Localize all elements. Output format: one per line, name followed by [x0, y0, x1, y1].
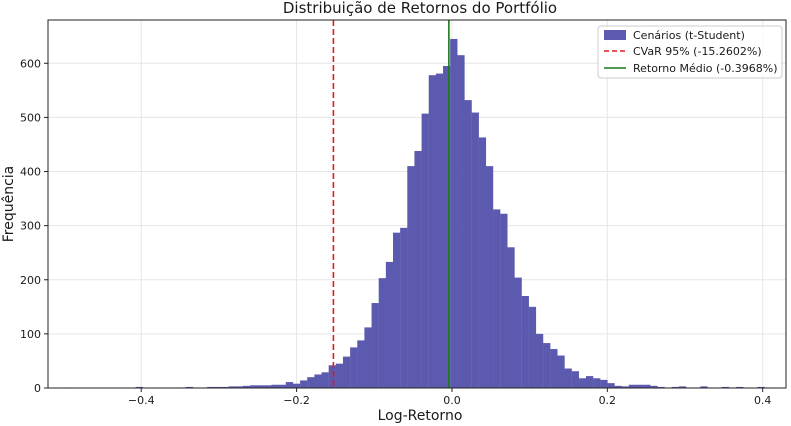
histogram-bar — [635, 384, 644, 388]
histogram-bar — [407, 166, 415, 388]
histogram-bar — [335, 363, 344, 388]
histogram-bar — [443, 66, 451, 388]
histogram-bar — [242, 385, 251, 388]
histogram-bar — [392, 232, 401, 388]
histogram-bar — [314, 374, 322, 388]
histogram-bar — [214, 386, 222, 388]
histogram-bar — [578, 378, 587, 388]
y-axis-label: Frequência — [1, 166, 17, 243]
histogram-bar — [328, 365, 336, 388]
histogram-bar — [385, 261, 394, 388]
histogram-bar — [471, 112, 479, 389]
legend-swatch-histogram — [604, 30, 626, 40]
histogram-bar — [593, 378, 601, 388]
legend-label-cvar: CVaR 95% (-15.2602%) — [633, 45, 762, 58]
histogram-bar — [721, 386, 730, 388]
histogram-bar — [321, 372, 329, 388]
histogram-bar — [607, 383, 615, 388]
chart-title: Distribuição de Retornos do Portfólio — [283, 0, 557, 17]
histogram-bar — [564, 368, 572, 388]
histogram-bar — [450, 38, 458, 389]
histogram-bar — [600, 379, 608, 388]
histogram-bar — [307, 377, 315, 388]
x-axis-label: Log-Retorno — [378, 408, 463, 424]
histogram-bar — [678, 386, 687, 388]
histogram-bar — [264, 385, 272, 388]
legend-label-histogram: Cenários (t-Student) — [633, 29, 745, 42]
histogram-bar — [364, 327, 372, 388]
histogram-bars — [64, 38, 772, 389]
x-tick-label: 0.2 — [599, 394, 617, 407]
histogram-bar — [185, 386, 194, 388]
histogram-bar — [207, 386, 215, 388]
histogram-bar — [235, 386, 244, 388]
histogram-bar — [614, 385, 622, 388]
histogram-bar — [285, 382, 294, 388]
histogram-bar — [342, 356, 351, 388]
legend: Cenários (t-Student) CVaR 95% (-15.2602%)… — [597, 25, 783, 79]
histogram-bar — [535, 333, 544, 388]
histogram-bar — [371, 303, 379, 388]
histogram-bar — [657, 386, 665, 388]
histogram-bar — [485, 166, 494, 388]
histogram-bar — [550, 349, 558, 388]
histogram-bar — [628, 384, 637, 388]
histogram-bar — [621, 386, 629, 388]
y-tick-label: 400 — [20, 166, 41, 179]
histogram-bar — [457, 55, 465, 388]
y-tick-label: 200 — [20, 274, 41, 287]
histogram-bar — [278, 384, 286, 388]
legend-label-mean: Retorno Médio (-0.3968%) — [633, 62, 778, 75]
histogram-bar — [650, 385, 658, 388]
x-tick-label: 0.0 — [443, 394, 461, 407]
histogram-bar — [521, 296, 529, 388]
histogram-bar — [478, 137, 487, 388]
y-tick-label: 300 — [20, 220, 41, 233]
histogram-bar — [528, 306, 537, 388]
histogram-bar — [464, 100, 472, 388]
histogram-bar — [435, 73, 444, 388]
histogram-bar — [500, 213, 508, 388]
histogram-bar — [300, 380, 308, 388]
histogram-bar — [357, 340, 365, 388]
histogram-bar — [350, 347, 358, 388]
x-axis-ticks: −0.4 −0.2 0.0 0.2 0.4 — [128, 388, 772, 407]
histogram-bar — [514, 277, 522, 388]
y-tick-label: 500 — [20, 111, 41, 124]
histogram-bar — [421, 113, 429, 388]
histogram-bar — [292, 383, 301, 388]
histogram-bar — [428, 75, 437, 388]
y-axis-ticks: 0 100 200 300 400 500 600 — [20, 57, 48, 395]
histogram-bar — [585, 376, 594, 388]
histogram-bar — [378, 278, 386, 388]
histogram-bar — [700, 386, 708, 388]
histogram-bar — [414, 150, 422, 388]
y-tick-label: 0 — [34, 382, 41, 395]
histogram-bar — [671, 386, 680, 388]
x-tick-label: −0.2 — [283, 394, 310, 407]
histogram-bar — [757, 386, 765, 388]
y-tick-label: 600 — [20, 57, 41, 70]
histogram-bar — [400, 227, 408, 388]
histogram-bar — [507, 247, 515, 388]
histogram-bar — [257, 385, 265, 388]
y-tick-label: 100 — [20, 328, 41, 341]
histogram-bar — [135, 386, 144, 388]
histogram-bar — [271, 384, 279, 388]
x-tick-label: −0.4 — [128, 394, 155, 407]
histogram-bar — [493, 209, 501, 388]
plot-frame — [47, 19, 787, 389]
histogram-bar — [250, 385, 258, 388]
histogram-bar — [543, 343, 551, 388]
histogram-bar — [736, 386, 744, 388]
histogram-bar — [557, 355, 565, 388]
histogram-bar — [228, 386, 236, 388]
reference-lines — [332, 20, 450, 388]
histogram-bar — [643, 384, 651, 388]
histogram-bar — [571, 371, 579, 388]
legend-box — [597, 25, 783, 79]
x-tick-label: 0.4 — [754, 394, 772, 407]
histogram-bar — [221, 386, 229, 388]
